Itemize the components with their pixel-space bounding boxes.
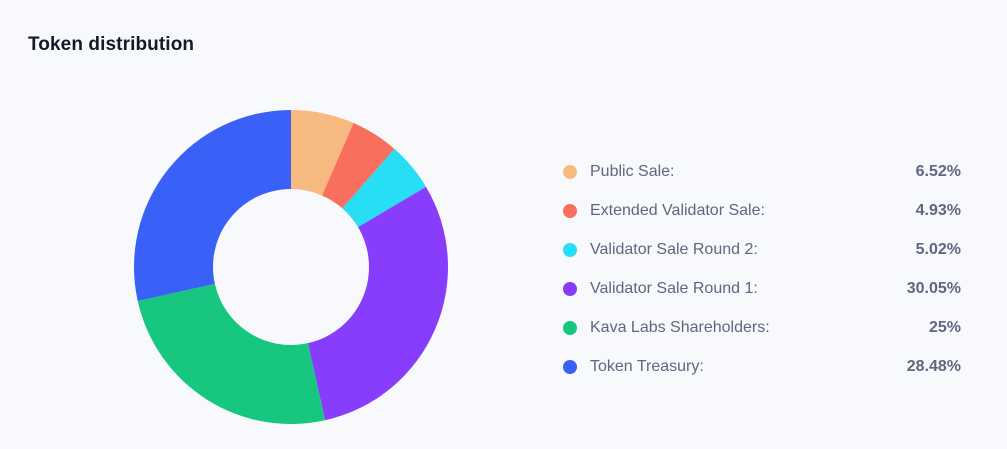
donut-slice-validator-sale-round-1[interactable] <box>307 186 448 421</box>
legend-value-kava-labs-shareholders: 25% <box>928 318 961 336</box>
legend-label-public-sale: Public Sale: <box>590 162 675 180</box>
legend-dot-extended-validator-sale <box>563 203 577 218</box>
legend-item-validator-sale-round-1[interactable]: Validator Sale Round 1: 30.05% <box>563 269 961 308</box>
legend-label-extended-validator-sale: Extended Validator Sale: <box>590 201 765 219</box>
legend-dot-token-treasury <box>563 359 577 374</box>
legend-item-extended-validator-sale[interactable]: Extended Validator Sale: 4.93% <box>563 191 961 230</box>
legend-item-public-sale[interactable]: Public Sale: 6.52% <box>563 152 961 191</box>
legend-label-validator-sale-round-1: Validator Sale Round 1: <box>590 279 758 297</box>
token-distribution-donut-chart <box>130 106 452 428</box>
legend-item-validator-sale-round-2[interactable]: Validator Sale Round 2: 5.02% <box>563 230 961 269</box>
donut-svg <box>133 110 448 424</box>
donut-slice-extended-validator-sale[interactable] <box>322 122 395 209</box>
legend-value-validator-sale-round-1: 30.05% <box>906 279 961 297</box>
legend-item-token-treasury[interactable]: Token Treasury: 28.48% <box>563 347 961 386</box>
donut-slice-kava-labs-shareholders[interactable] <box>137 283 326 424</box>
legend-dot-public-sale <box>563 164 577 179</box>
chart-title: Token distribution <box>28 34 195 55</box>
chart-legend: Public Sale: 6.52% Extended Validator Sa… <box>563 152 961 386</box>
legend-value-token-treasury: 28.48% <box>906 357 961 375</box>
legend-value-public-sale: 6.52% <box>915 162 961 180</box>
legend-label-kava-labs-shareholders: Kava Labs Shareholders: <box>590 318 770 336</box>
donut-slice-token-treasury[interactable] <box>133 110 291 302</box>
donut-slice-validator-sale-round-2[interactable] <box>342 148 426 228</box>
legend-label-token-treasury: Token Treasury: <box>590 357 704 375</box>
legend-value-extended-validator-sale: 4.93% <box>915 201 961 219</box>
legend-label-validator-sale-round-2: Validator Sale Round 2: <box>590 240 758 258</box>
legend-dot-validator-sale-round-2 <box>563 242 577 257</box>
legend-value-validator-sale-round-2: 5.02% <box>915 240 961 258</box>
donut-slice-public-sale[interactable] <box>291 110 354 196</box>
legend-dot-validator-sale-round-1 <box>563 281 577 296</box>
legend-dot-kava-labs-shareholders <box>563 320 577 335</box>
legend-item-kava-labs-shareholders[interactable]: Kava Labs Shareholders: 25% <box>563 308 961 347</box>
